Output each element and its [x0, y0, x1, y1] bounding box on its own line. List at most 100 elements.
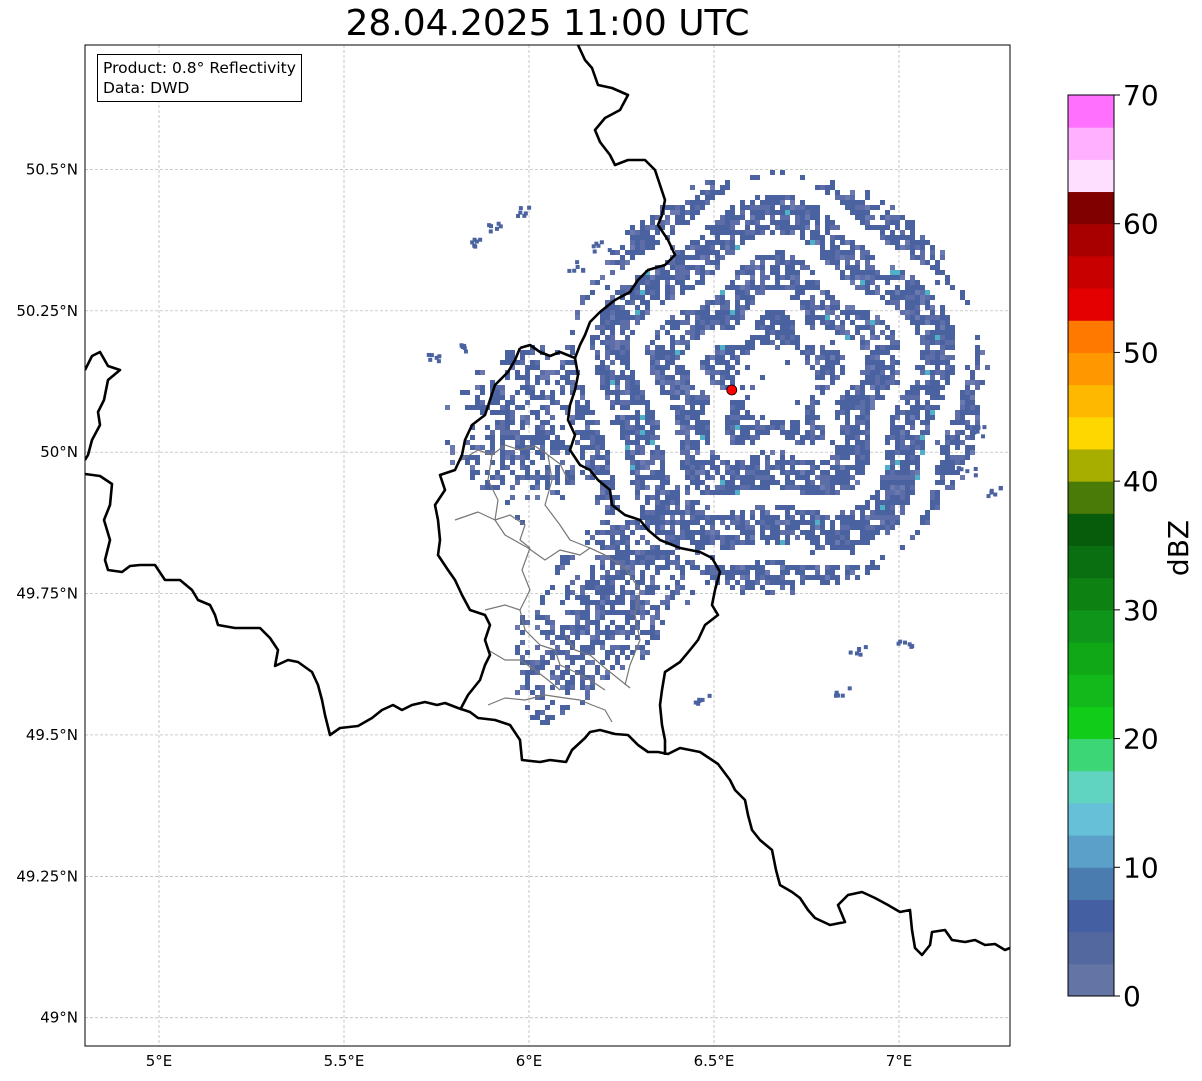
echo-cell	[850, 545, 855, 550]
echo-cell	[705, 535, 710, 540]
echo-cell	[755, 210, 760, 215]
echo-cell	[605, 510, 610, 515]
echo-cell	[905, 410, 910, 415]
echo-cell	[525, 705, 530, 710]
echo-cell	[685, 320, 690, 325]
echo-cell	[635, 430, 640, 435]
echo-cell	[895, 340, 900, 345]
echo-cell	[675, 250, 680, 255]
echo-cell	[740, 435, 745, 440]
echo-cell	[745, 570, 750, 575]
echo-cell	[595, 435, 600, 440]
echo-cell	[635, 560, 640, 565]
echo-cell	[680, 335, 685, 340]
echo-cell	[825, 255, 830, 260]
echo-cell	[870, 375, 875, 380]
echo-cell	[555, 480, 560, 485]
echo-cell	[675, 340, 680, 345]
echo-cell	[465, 405, 470, 410]
echo-cell	[925, 240, 930, 245]
echo-cell	[815, 210, 820, 215]
echo-cell	[705, 200, 710, 205]
echo-cell	[935, 280, 940, 285]
echo-cell	[755, 320, 760, 325]
echo-cell	[865, 265, 870, 270]
echo-cell	[725, 320, 730, 325]
echo-cell	[705, 435, 710, 440]
echo-cell	[665, 495, 670, 500]
echo-cell	[610, 420, 615, 425]
echo-cell	[740, 485, 745, 490]
echo-cell	[705, 460, 710, 465]
echo-cell	[775, 575, 780, 580]
echo-cell	[770, 285, 775, 290]
echo-cell	[620, 560, 625, 565]
echo-cell	[605, 355, 610, 360]
echo-cell	[810, 540, 815, 545]
echo-cell	[640, 460, 645, 465]
echo-cell	[790, 280, 795, 285]
echo-cell	[790, 580, 795, 585]
echo-cell	[685, 425, 690, 430]
echo-cell	[825, 515, 830, 520]
echo-cell	[910, 425, 915, 430]
echo-cell	[470, 405, 475, 410]
echo-cell	[805, 415, 810, 420]
echo-cell	[620, 665, 625, 670]
echo-cell	[845, 390, 850, 395]
echo-cell	[680, 530, 685, 535]
echo-cell	[850, 335, 855, 340]
echo-cell	[830, 540, 835, 545]
echo-cell	[790, 480, 795, 485]
echo-cell	[705, 475, 710, 480]
echo-cell	[660, 460, 665, 465]
echo-cell	[705, 580, 710, 585]
echo-cell	[870, 255, 875, 260]
echo-cell	[655, 240, 660, 245]
echo-cell	[595, 670, 600, 675]
echo-cell	[665, 510, 670, 515]
echo-cell	[600, 610, 605, 615]
echo-cell	[620, 420, 625, 425]
echo-cell	[680, 425, 685, 430]
echo-cell	[620, 295, 625, 300]
echo-cell	[830, 485, 835, 490]
echo-cell	[860, 420, 865, 425]
echo-cell	[565, 370, 570, 375]
echo-cell	[426, 352, 431, 357]
echo-cell	[745, 305, 750, 310]
echo-cell	[845, 520, 850, 525]
echo-cell	[625, 340, 630, 345]
echo-cell	[720, 545, 725, 550]
echo-cell	[735, 520, 740, 525]
echo-cell	[530, 390, 535, 395]
echo-cell	[805, 210, 810, 215]
echo-cell	[930, 385, 935, 390]
echo-cell	[815, 465, 820, 470]
echo-cell	[930, 495, 935, 500]
echo-cell	[810, 400, 815, 405]
echo-cell	[640, 610, 645, 615]
echo-cell	[835, 535, 840, 540]
echo-cell	[870, 280, 875, 285]
echo-cell	[675, 280, 680, 285]
echo-cell	[650, 295, 655, 300]
echo-cell	[865, 345, 870, 350]
echo-cell	[570, 680, 575, 685]
echo-cell	[840, 195, 845, 200]
echo-cell	[880, 275, 885, 280]
echo-cell	[630, 370, 635, 375]
echo-cell	[605, 465, 610, 470]
colorbar-segment-25	[1068, 159, 1114, 193]
info-box: Product: 0.8° Reflectivity Data: DWD	[97, 54, 302, 102]
echo-cell	[725, 245, 730, 250]
echo-cell	[890, 485, 895, 490]
echo-cell	[560, 630, 565, 635]
echo-cell	[770, 575, 775, 580]
echo-cell	[725, 420, 730, 425]
echo-cell	[740, 440, 745, 445]
echo-cell	[605, 300, 610, 305]
echo-cell	[535, 710, 540, 715]
echo-cell	[489, 224, 494, 229]
echo-cell	[560, 495, 565, 500]
